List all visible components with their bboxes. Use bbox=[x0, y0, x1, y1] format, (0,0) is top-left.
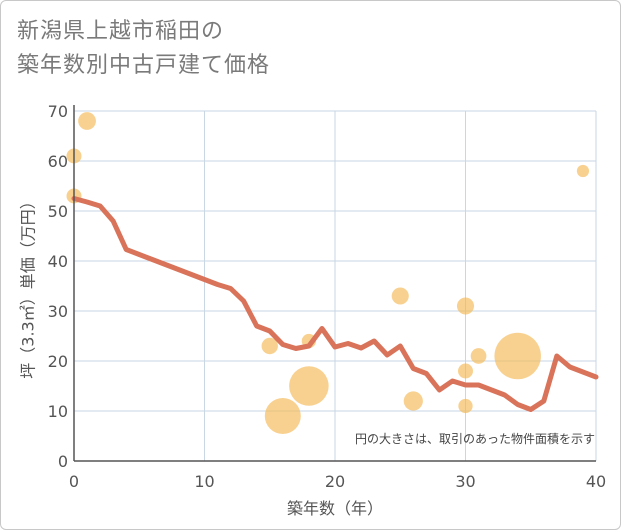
bubble-point bbox=[458, 363, 473, 379]
x-tick-label: 20 bbox=[325, 472, 345, 491]
bubble-point bbox=[289, 366, 329, 406]
bubble-point bbox=[494, 332, 541, 380]
x-tick-label: 30 bbox=[455, 472, 475, 491]
chart-title: 新潟県上越市稲田の 築年数別中古戸建て価格 bbox=[17, 15, 270, 83]
bubble-size-note: 円の大きさは、取引のあった物件面積を示す bbox=[355, 431, 595, 446]
bubble-point bbox=[78, 112, 96, 130]
axes bbox=[73, 105, 596, 462]
bubble-point bbox=[456, 297, 475, 315]
bubble-series bbox=[66, 112, 590, 434]
y-axis-title: 坪（3.3㎡）単価（万円） bbox=[19, 193, 38, 378]
chart-title-line-1: 新潟県上越市稲田の bbox=[17, 19, 225, 44]
bubble-point bbox=[264, 398, 301, 434]
y-tick-label: 60 bbox=[48, 152, 68, 171]
y-tick-label: 10 bbox=[48, 402, 68, 421]
x-tick-labels: 0 10 20 30 40 bbox=[69, 472, 606, 491]
bubble-point bbox=[403, 391, 423, 411]
y-tick-label: 50 bbox=[48, 202, 68, 221]
trend-line bbox=[71, 196, 599, 412]
chart-title-line-2: 築年数別中古戸建て価格 bbox=[17, 53, 271, 78]
grid-lines bbox=[73, 110, 597, 462]
bubble-point bbox=[261, 337, 278, 355]
y-tick-labels: 0 10 20 30 40 50 60 70 bbox=[48, 102, 68, 471]
trend-line-series bbox=[71, 196, 599, 412]
bubble-point bbox=[458, 398, 473, 414]
bubble-point bbox=[391, 287, 409, 305]
y-tick-label: 70 bbox=[48, 102, 68, 121]
bubble-point bbox=[470, 348, 487, 364]
bubble-point bbox=[576, 164, 590, 178]
y-tick-label: 30 bbox=[48, 302, 68, 321]
x-tick-label: 40 bbox=[586, 472, 606, 491]
x-tick-label: 0 bbox=[69, 472, 79, 491]
y-tick-label: 0 bbox=[58, 452, 68, 471]
x-axis-title: 築年数（年） bbox=[287, 499, 383, 518]
y-tick-label: 40 bbox=[48, 252, 68, 271]
y-tick-label: 20 bbox=[48, 352, 68, 371]
x-tick-label: 10 bbox=[194, 472, 214, 491]
